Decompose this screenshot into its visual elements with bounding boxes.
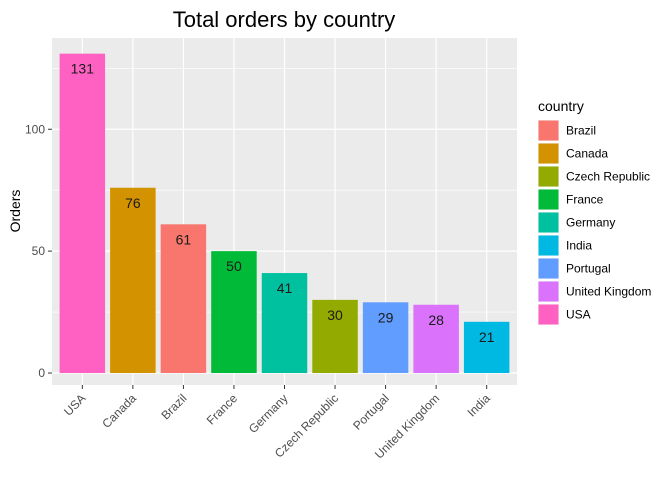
legend-label: Germany bbox=[566, 216, 615, 230]
legend-swatch bbox=[538, 258, 559, 279]
legend-label: Czech Republic bbox=[566, 170, 650, 184]
legend-swatch bbox=[538, 281, 559, 302]
legend-swatch bbox=[538, 235, 559, 256]
x-tick-label: Portugal bbox=[350, 391, 392, 433]
bar-germany bbox=[261, 273, 308, 373]
legend: country Brazil Canada Czech Republic France… bbox=[538, 98, 651, 325]
legend-swatch bbox=[538, 212, 559, 233]
x-tick-label: France bbox=[204, 391, 241, 428]
data-label: 29 bbox=[378, 309, 394, 325]
x-tick-label: USA bbox=[61, 391, 88, 418]
bar-portugal bbox=[362, 302, 409, 373]
bar-czech-republic bbox=[312, 299, 358, 373]
legend-title: country bbox=[538, 98, 584, 114]
bar-canada bbox=[110, 187, 156, 373]
data-label: 50 bbox=[226, 258, 242, 274]
y-tick-label: 0 bbox=[38, 366, 45, 380]
data-label: 28 bbox=[428, 312, 444, 328]
data-label: 131 bbox=[71, 61, 95, 77]
legend-swatch bbox=[538, 304, 559, 325]
y-tick-label: 100 bbox=[25, 122, 45, 136]
legend-label: India bbox=[566, 239, 592, 253]
legend-label: Canada bbox=[566, 147, 608, 161]
y-axis-title: Orders bbox=[7, 190, 23, 233]
bar-united-kingdom bbox=[413, 304, 459, 373]
legend-label: France bbox=[566, 193, 604, 207]
y-axis: 0 50 100 bbox=[25, 122, 52, 380]
legend-swatch bbox=[538, 120, 559, 141]
legend-label: United Kingdom bbox=[566, 285, 651, 299]
legend-swatch bbox=[538, 166, 559, 187]
bar-france bbox=[211, 251, 257, 373]
legend-swatch bbox=[538, 143, 559, 164]
data-label: 61 bbox=[176, 231, 192, 247]
legend-label: Portugal bbox=[566, 262, 611, 276]
data-label: 76 bbox=[125, 195, 141, 211]
chart-title: Total orders by country bbox=[173, 7, 396, 32]
legend-label: Brazil bbox=[566, 124, 596, 138]
bar-brazil bbox=[160, 224, 207, 373]
x-tick-label: India bbox=[464, 391, 493, 420]
data-labels: 131 76 61 50 41 30 29 28 21 bbox=[71, 61, 495, 345]
y-tick-label: 50 bbox=[32, 244, 46, 258]
bars bbox=[59, 53, 510, 373]
data-label: 41 bbox=[277, 280, 293, 296]
x-tick-label: Brazil bbox=[158, 391, 189, 422]
legend-swatch bbox=[538, 189, 559, 210]
data-label: 30 bbox=[327, 307, 343, 323]
x-tick-label: Germany bbox=[246, 391, 291, 436]
x-tick-label: Canada bbox=[99, 391, 139, 431]
legend-label: USA bbox=[566, 308, 591, 322]
data-label: 21 bbox=[479, 329, 495, 345]
bar-india bbox=[463, 321, 510, 373]
bar-usa bbox=[59, 53, 106, 373]
